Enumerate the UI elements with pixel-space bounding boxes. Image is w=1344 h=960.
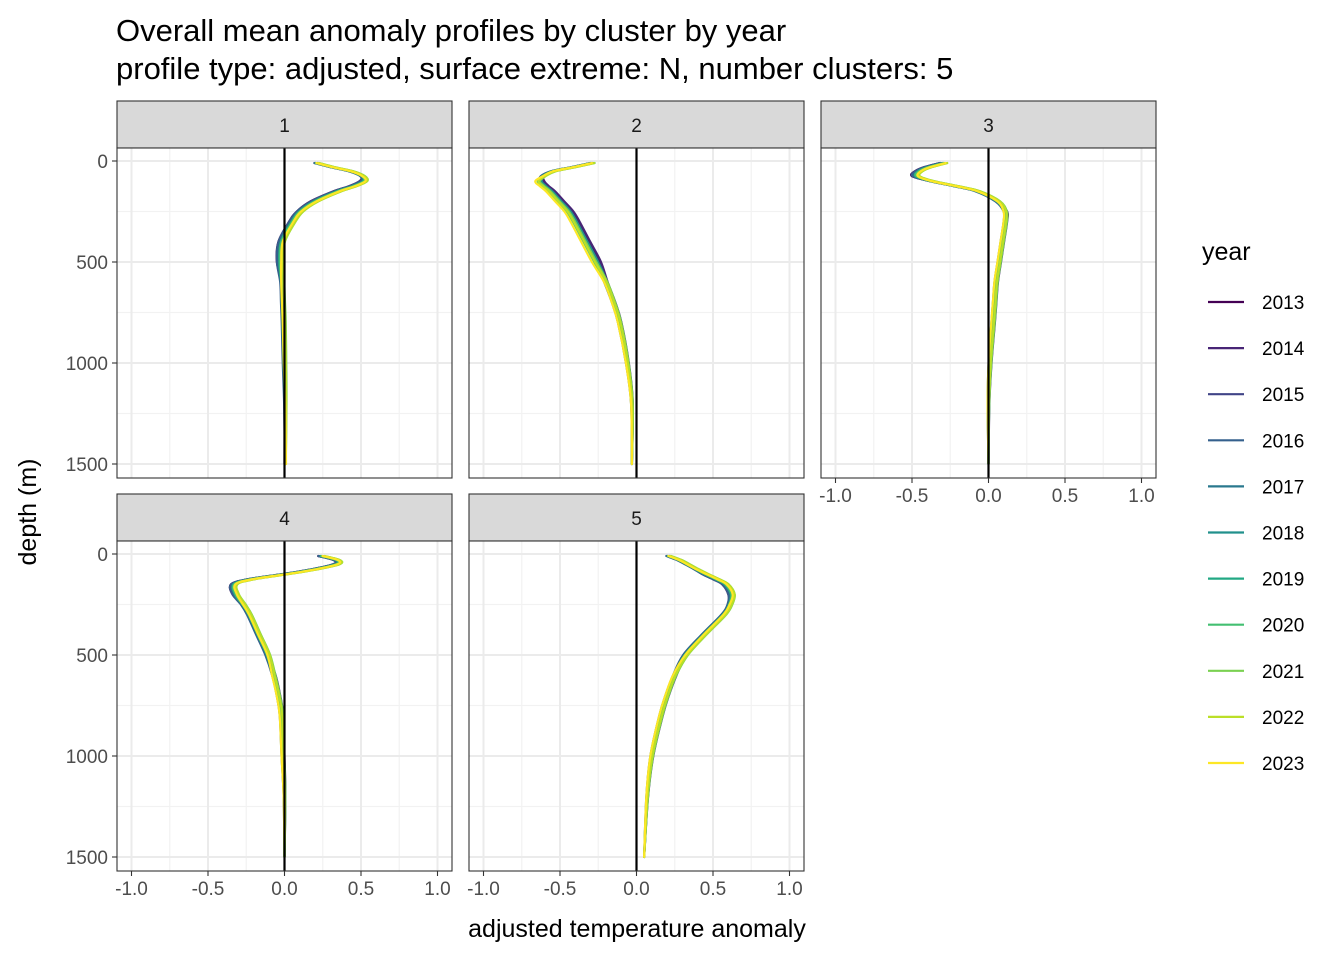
facet-strip-label: 4 <box>279 509 290 530</box>
chart-subtitle: profile type: adjusted, surface extreme:… <box>116 51 953 86</box>
legend-label: 2017 <box>1262 477 1304 498</box>
legend-item: 2014 <box>1208 339 1305 360</box>
facet-panel-3: 3 -1.0 -0.5 0.0 0.5 1.0 <box>819 100 1157 507</box>
facet-panel-5: 5 -1.0 -0.5 0.0 0.5 1.0 <box>467 493 805 900</box>
x-tick-label: 0.5 <box>1052 486 1078 507</box>
y-tick-label: 0 <box>97 545 108 566</box>
x-tick-label: 1.0 <box>1128 486 1154 507</box>
x-tick-label: -1.0 <box>115 879 148 900</box>
x-tick-label: 0.5 <box>348 879 374 900</box>
y-tick-label: 1500 <box>66 848 108 869</box>
facet-strip <box>468 493 805 542</box>
legend-label: 2015 <box>1262 385 1304 406</box>
facet-panel-2: 2 <box>468 100 805 479</box>
series-line-2023 <box>279 161 367 466</box>
y-tick-label: 500 <box>76 646 108 667</box>
y-tick-label: 1000 <box>66 354 108 375</box>
x-tick-label: 1.0 <box>776 879 802 900</box>
facet-strip-label: 1 <box>279 116 290 137</box>
legend-label: 2016 <box>1262 431 1304 452</box>
facet-panel-4: 4 0 500 1000 1500 -1.0 -0.5 0.0 0.5 1.0 <box>66 493 453 900</box>
x-tick-label: -1.0 <box>467 879 500 900</box>
legend-item: 2023 <box>1208 754 1304 775</box>
series-line-2023 <box>916 161 1006 466</box>
y-tick-label: 0 <box>97 152 108 173</box>
legend-label: 2019 <box>1262 570 1304 591</box>
facet-strip-label: 2 <box>631 116 642 137</box>
x-tick-label: 0.0 <box>975 486 1001 507</box>
x-tick-label: 0.5 <box>700 879 726 900</box>
legend-label: 2013 <box>1262 293 1304 314</box>
series-line-2022 <box>917 161 1008 466</box>
legend-item: 2018 <box>1208 524 1304 545</box>
legend-label: 2023 <box>1262 754 1304 775</box>
legend-item: 2017 <box>1208 477 1304 498</box>
legend-item: 2022 <box>1208 708 1304 729</box>
legend-item: 2021 <box>1208 662 1304 683</box>
legend-item: 2019 <box>1208 570 1304 591</box>
legend-item: 2013 <box>1208 293 1304 314</box>
series-line-2023 <box>233 554 342 859</box>
x-tick-label: -1.0 <box>819 486 852 507</box>
y-axis-title: depth (m) <box>14 459 42 566</box>
series-line-2023 <box>643 554 734 859</box>
y-tick-label: 1000 <box>66 747 108 768</box>
x-axis-title: adjusted temperature anomaly <box>468 915 806 943</box>
legend-item: 2016 <box>1208 431 1304 452</box>
y-tick-label: 500 <box>76 253 108 274</box>
legend-label: 2021 <box>1262 662 1304 683</box>
legend-label: 2018 <box>1262 524 1304 545</box>
x-tick-label: -0.5 <box>544 879 577 900</box>
x-tick-label: 0.0 <box>271 879 297 900</box>
facet-panels: 1 0 500 1000 1500 2 3 -1.0 -0.5 0.0 0.5 1.0 4 0 500 100… <box>66 100 1157 900</box>
facet-panel-1: 1 0 500 1000 1500 <box>66 100 453 479</box>
legend-item: 2020 <box>1208 616 1304 637</box>
year-legend: year 2013 2014 2015 2016 2017 2018 2019 2020 202… <box>1202 238 1305 775</box>
x-tick-label: -0.5 <box>192 879 225 900</box>
facet-strip-label: 3 <box>983 116 994 137</box>
x-tick-label: 1.0 <box>424 879 450 900</box>
facet-strip-label: 5 <box>631 509 642 530</box>
x-tick-label: -0.5 <box>896 486 929 507</box>
legend-label: 2014 <box>1262 339 1305 360</box>
series-line-2023 <box>534 161 634 466</box>
x-tick-label: 0.0 <box>623 879 649 900</box>
facet-strip <box>116 100 453 149</box>
y-tick-label: 1500 <box>66 455 108 476</box>
chart-title: Overall mean anomaly profiles by cluster… <box>116 13 786 48</box>
legend-title: year <box>1202 238 1251 266</box>
legend-item: 2015 <box>1208 385 1304 406</box>
legend-label: 2020 <box>1262 616 1304 637</box>
panel-border <box>116 147 453 479</box>
panel-border <box>468 147 805 479</box>
legend-label: 2022 <box>1262 708 1304 729</box>
facet-strip <box>820 100 1157 149</box>
